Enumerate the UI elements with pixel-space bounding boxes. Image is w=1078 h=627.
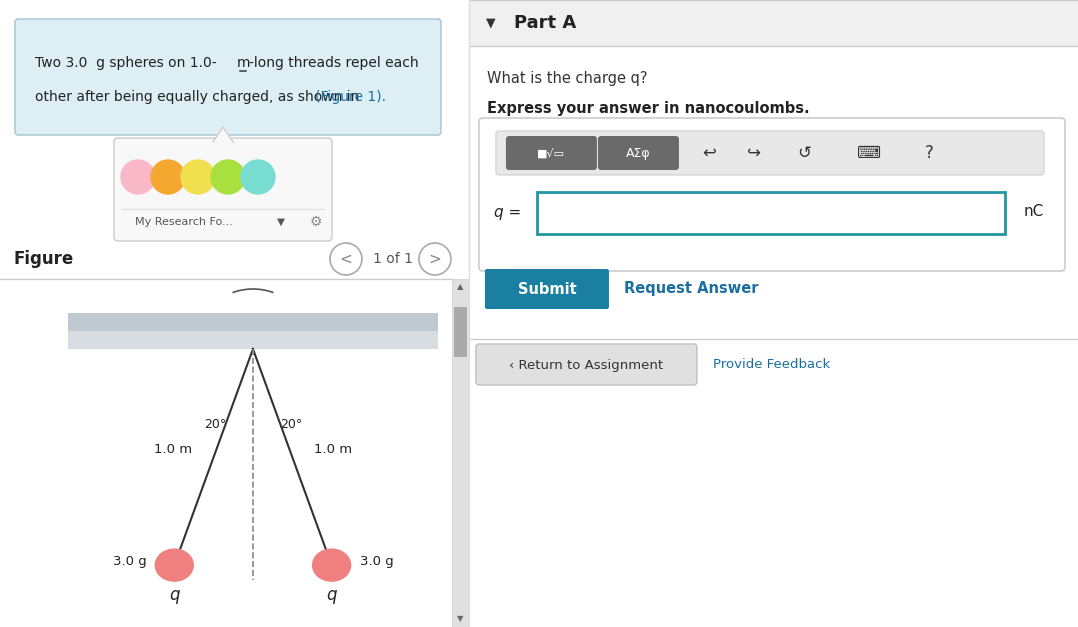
- FancyBboxPatch shape: [15, 19, 441, 135]
- Bar: [68, 313, 438, 331]
- Text: ↺: ↺: [797, 144, 811, 162]
- Text: -long threads repel each: -long threads repel each: [249, 56, 418, 70]
- Text: ‹ Return to Assignment: ‹ Return to Assignment: [509, 359, 663, 372]
- Text: Submit: Submit: [517, 282, 577, 297]
- Text: 1 of 1: 1 of 1: [373, 252, 413, 266]
- Text: nC: nC: [1024, 204, 1045, 219]
- Circle shape: [241, 160, 275, 194]
- Circle shape: [181, 160, 215, 194]
- Circle shape: [211, 160, 245, 194]
- Text: (Figure 1).: (Figure 1).: [315, 90, 386, 104]
- FancyBboxPatch shape: [485, 269, 609, 309]
- Text: 20°: 20°: [204, 418, 226, 431]
- Bar: [452, 279, 469, 627]
- Text: ⚙: ⚙: [310, 215, 322, 229]
- Text: q: q: [327, 586, 336, 604]
- Bar: [454, 307, 467, 357]
- Text: Express your answer in nanocoulombs.: Express your answer in nanocoulombs.: [487, 102, 810, 117]
- FancyBboxPatch shape: [537, 192, 1005, 234]
- Text: ▼: ▼: [457, 614, 464, 623]
- Ellipse shape: [313, 549, 350, 581]
- Text: ↪: ↪: [747, 144, 761, 162]
- Text: 3.0 g: 3.0 g: [360, 555, 393, 567]
- Text: ↩: ↩: [702, 144, 716, 162]
- Circle shape: [121, 160, 155, 194]
- Text: Provide Feedback: Provide Feedback: [713, 359, 830, 372]
- Text: ▼: ▼: [486, 16, 496, 29]
- Ellipse shape: [155, 549, 193, 581]
- Bar: [68, 331, 438, 349]
- Text: What is the charge q?: What is the charge q?: [487, 71, 648, 87]
- Text: 1.0 m: 1.0 m: [315, 443, 353, 456]
- Text: ?: ?: [925, 144, 934, 162]
- Text: 1.0 m: 1.0 m: [153, 443, 192, 456]
- FancyBboxPatch shape: [598, 136, 679, 170]
- FancyBboxPatch shape: [506, 136, 597, 170]
- Text: My Research Fo...: My Research Fo...: [135, 217, 233, 227]
- Text: Part A: Part A: [514, 14, 576, 32]
- Circle shape: [151, 160, 185, 194]
- Text: ▼: ▼: [277, 217, 285, 227]
- Text: other after being equally charged, as shown in: other after being equally charged, as sh…: [34, 90, 363, 104]
- Text: m: m: [237, 56, 250, 70]
- Text: ⌨: ⌨: [857, 144, 881, 162]
- Text: 20°: 20°: [280, 418, 302, 431]
- Text: Request Answer: Request Answer: [624, 282, 759, 297]
- Text: Figure: Figure: [14, 250, 74, 268]
- FancyBboxPatch shape: [114, 138, 332, 241]
- FancyBboxPatch shape: [496, 131, 1044, 175]
- Text: <: <: [340, 251, 353, 266]
- Text: 3.0 g: 3.0 g: [112, 555, 147, 567]
- Text: ▲: ▲: [457, 283, 464, 292]
- Text: Two 3.0  g spheres on 1.0-: Two 3.0 g spheres on 1.0-: [34, 56, 217, 70]
- Bar: [469, 0, 1078, 46]
- Text: q =: q =: [494, 204, 521, 219]
- Text: q: q: [169, 586, 180, 604]
- Text: >: >: [429, 251, 441, 266]
- Text: ΑΣφ: ΑΣφ: [625, 147, 650, 159]
- Text: ■√▭: ■√▭: [537, 148, 565, 158]
- FancyBboxPatch shape: [479, 118, 1065, 271]
- FancyBboxPatch shape: [475, 344, 697, 385]
- Polygon shape: [213, 127, 233, 142]
